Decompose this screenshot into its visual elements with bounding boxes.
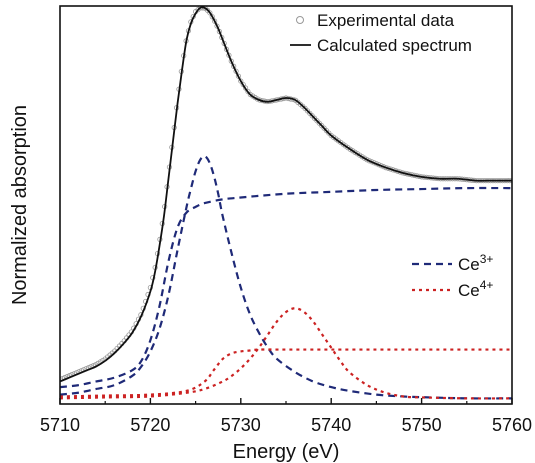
experimental-point: [209, 14, 215, 20]
series-line-2: [60, 186, 512, 389]
series-group: [60, 6, 512, 400]
x-tick-label: 5730: [221, 415, 261, 435]
series-line-1: [60, 6, 512, 383]
experimental-point: [238, 78, 244, 84]
legend-experimental-marker: [296, 16, 304, 24]
legend-ce4-sup: 4+: [480, 278, 494, 292]
legend-ce4-label: Ce4+: [458, 278, 493, 300]
legend-calculated-label: Calculated spectrum: [317, 36, 472, 55]
experimental-markers: [60, 6, 512, 383]
x-tick-label: 5760: [492, 415, 532, 435]
x-axis-label: Energy (eV): [233, 441, 340, 463]
experimental-point: [364, 157, 370, 163]
experimental-point: [207, 10, 213, 16]
legend-ce4-base: Ce: [458, 281, 480, 300]
series-line-4: [60, 348, 512, 398]
legend-ce3-sup: 3+: [480, 252, 494, 266]
series-line-5: [60, 307, 512, 400]
plot-frame: [59, 5, 513, 405]
x-tick-label: 5720: [130, 415, 170, 435]
x-axis-ticks: 5710 5720 5730 5740 5750 5760: [40, 398, 532, 435]
legend-experimental-label: Experimental data: [317, 11, 455, 30]
x-tick-label: 5750: [402, 415, 442, 435]
experimental-point: [212, 18, 218, 24]
legend-species: Ce3+ Ce4+: [412, 252, 493, 300]
series-line-3: [60, 155, 512, 400]
y-axis-label: Normalized absorption: [9, 105, 31, 305]
x-tick-label: 5710: [40, 415, 80, 435]
x-tick-label: 5740: [311, 415, 351, 435]
legend-top: Experimental data Calculated spectrum: [290, 11, 472, 55]
series-layer: [60, 6, 512, 400]
legend-ce3-base: Ce: [458, 255, 480, 274]
legend-ce3-label: Ce3+: [458, 252, 493, 274]
